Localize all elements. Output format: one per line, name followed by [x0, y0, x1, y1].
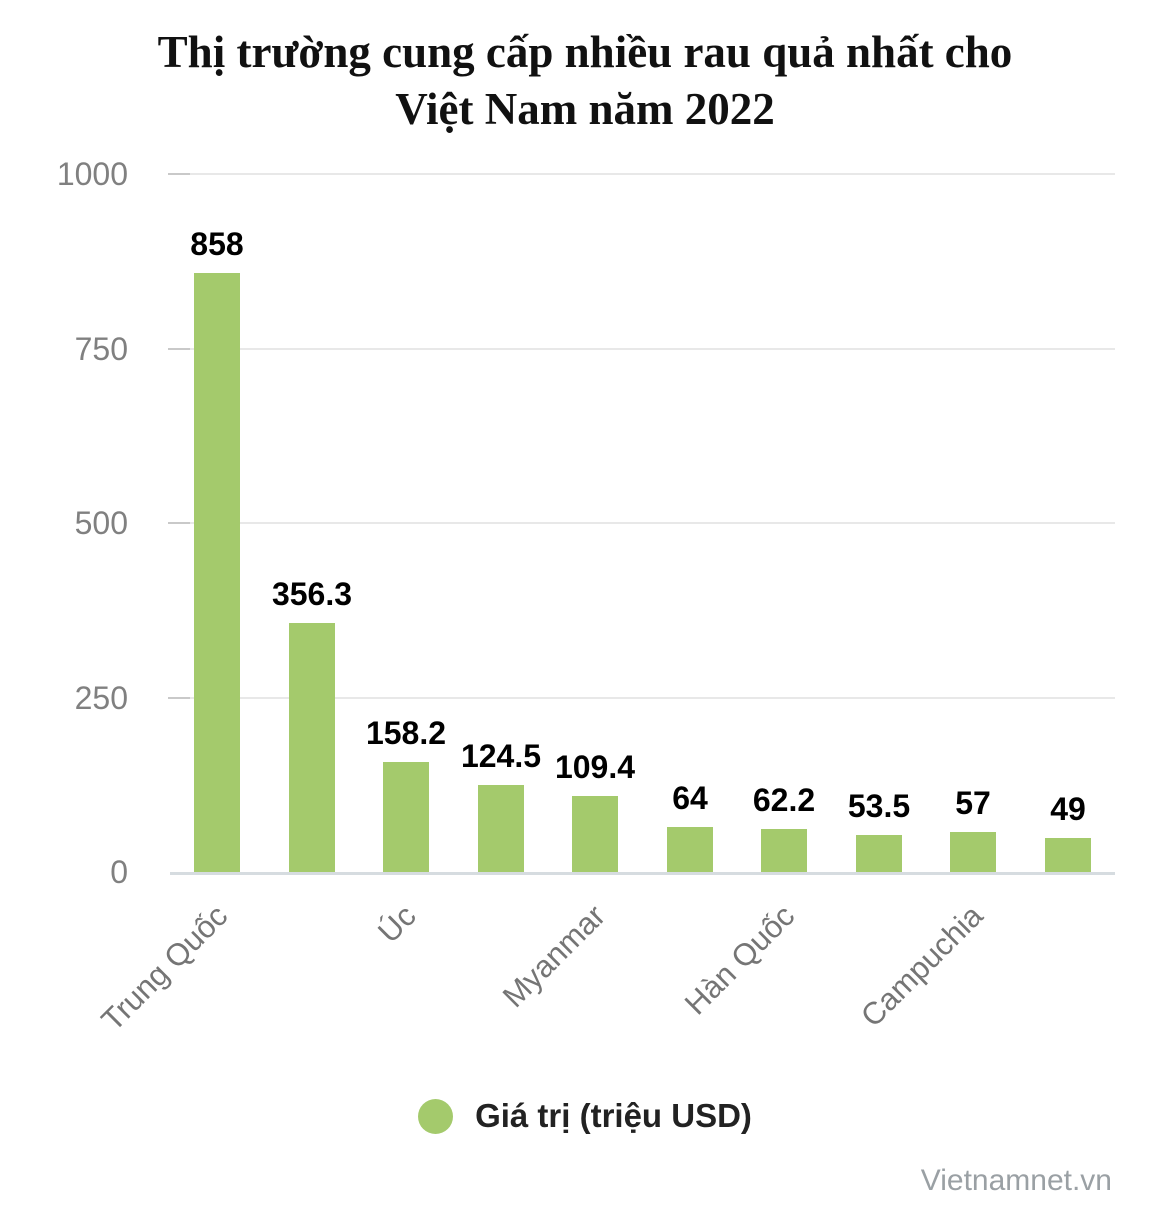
- y-axis-label: 250: [74, 679, 128, 716]
- bar: [478, 785, 524, 872]
- gridline: [170, 696, 1115, 699]
- x-axis-line: [170, 872, 1115, 875]
- y-axis-tick: [168, 696, 190, 699]
- bar-value-label: 57: [955, 785, 991, 821]
- y-axis-label: 0: [110, 854, 128, 890]
- gridline: [170, 173, 1115, 175]
- bar-value-label: 356.3: [271, 576, 353, 612]
- chart-title-line-2: Việt Nam năm 2022: [395, 84, 775, 134]
- y-axis-label: 1000: [56, 156, 128, 192]
- x-axis-label: Campuchia: [854, 898, 990, 1034]
- bar: [856, 835, 902, 872]
- bar-value-label: 124.5: [460, 738, 542, 774]
- gridline: [170, 347, 1115, 350]
- bar: [1045, 838, 1091, 872]
- bar: [761, 829, 807, 872]
- bar-value-label: 64: [672, 780, 708, 816]
- x-axis-label: Úc: [371, 898, 423, 950]
- chart-title: Thị trường cung cấp nhiều rau quả nhất c…: [0, 24, 1170, 138]
- legend: Giá trị (triệu USD): [0, 1097, 1170, 1135]
- bar: [950, 832, 996, 872]
- bar-value-label: 53.5: [847, 788, 911, 824]
- bar: [194, 273, 240, 872]
- y-axis-tick: [168, 347, 190, 350]
- x-axis-label: Hàn Quốc: [677, 898, 801, 1022]
- bar: [383, 762, 429, 872]
- y-axis-label: 750: [74, 330, 128, 367]
- x-axis-label: Trung Quốc: [94, 898, 234, 1038]
- bar-value-label: 858: [190, 226, 244, 262]
- x-axis-label: Myanmar: [495, 898, 612, 1015]
- bar-value-label: 158.2: [365, 715, 447, 751]
- y-axis-tick: [168, 522, 190, 524]
- legend-marker-icon: [418, 1098, 454, 1134]
- legend-label: Giá trị (triệu USD): [475, 1097, 752, 1134]
- y-axis-tick: [168, 173, 190, 175]
- chart-title-line-1: Thị trường cung cấp nhiều rau quả nhất c…: [157, 27, 1013, 77]
- gridline: [170, 522, 1115, 524]
- bar: [289, 623, 335, 872]
- bar-value-label: 49: [1050, 791, 1086, 827]
- bar: [667, 827, 713, 872]
- bar: [572, 796, 618, 872]
- y-axis-label: 500: [74, 505, 128, 541]
- bar-value-label: 62.2: [752, 782, 816, 818]
- watermark: Vietnamnet.vn: [920, 1164, 1112, 1197]
- bar-value-label: 109.4: [554, 749, 636, 785]
